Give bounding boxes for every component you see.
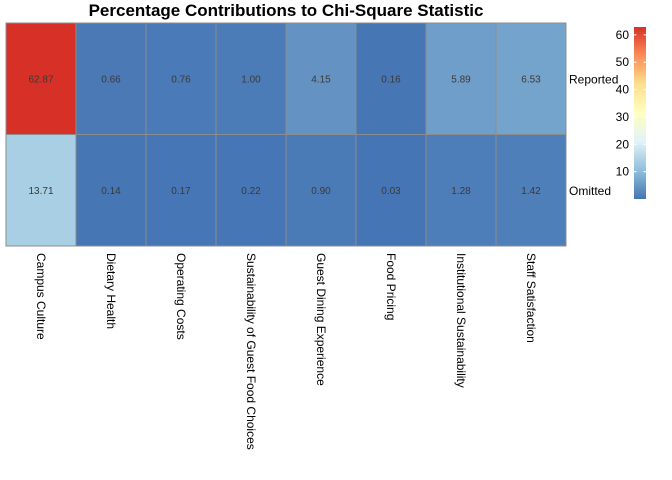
cell-value-label: 4.15	[311, 74, 331, 85]
cell-value-label: 0.03	[381, 186, 401, 197]
column-labels: Campus Culture Dietary Health Operating Co…	[34, 253, 538, 450]
cell-value-label: 62.87	[28, 74, 53, 85]
heatmap-cell	[285, 22, 357, 135]
legend-colorbar	[634, 27, 646, 199]
cell-value-label: 0.14	[101, 186, 121, 197]
cell-value-label: 0.90	[311, 186, 331, 197]
cell-value-label: 1.00	[241, 74, 261, 85]
legend-tick-label: 10	[616, 165, 630, 179]
heatmap-cell	[495, 22, 567, 135]
column-label: Food Pricing	[384, 253, 398, 320]
heatmap-cell	[425, 134, 497, 247]
column-label: Staff Satisfaction	[524, 253, 538, 343]
column-label: Campus Culture	[34, 253, 48, 340]
heatmap-cells	[5, 22, 567, 247]
column-label: Operating Costs	[174, 253, 188, 340]
chart-title: Percentage Contributions to Chi-Square S…	[89, 1, 484, 20]
heatmap-cell-labels: 62.87 0.66 0.76 1.00 4.15 0.16 5.89 6.53 13.71 0.…	[28, 74, 541, 197]
heatmap-cell	[355, 22, 427, 135]
legend-tick-label: 40	[616, 83, 630, 97]
cell-value-label: 0.76	[171, 74, 191, 85]
heatmap-cell	[285, 134, 357, 247]
row-labels: Reported Omitted	[569, 72, 618, 198]
color-legend: 10 20 30 40 50 60	[616, 27, 646, 199]
legend-tick-label: 50	[616, 55, 630, 69]
cell-value-label: 0.16	[381, 74, 401, 85]
cell-value-label: 1.42	[521, 186, 541, 197]
cell-value-label: 0.66	[101, 74, 121, 85]
legend-tick-label: 20	[616, 137, 630, 151]
cell-value-label: 0.22	[241, 186, 261, 197]
heatmap-cell	[145, 22, 217, 135]
column-label: Guest Dining Experience	[314, 253, 328, 386]
column-label: Institutional Sustainability	[454, 253, 468, 388]
heatmap-cell	[75, 134, 147, 247]
column-label: Dietary Health	[104, 253, 118, 329]
cell-value-label: 0.17	[171, 186, 191, 197]
cell-value-label: 13.71	[28, 186, 53, 197]
cell-value-label: 1.28	[451, 186, 471, 197]
heatmap-cell	[5, 22, 77, 135]
row-label: Reported	[569, 72, 618, 86]
legend-tick-label: 30	[616, 110, 630, 124]
cell-value-label: 6.53	[521, 74, 541, 85]
column-label: Sustainability of Guest Food Choices	[244, 253, 258, 450]
heatmap-cell	[5, 134, 77, 247]
legend-tick-label: 60	[616, 28, 630, 42]
heatmap-cell	[215, 134, 287, 247]
heatmap-cell	[495, 134, 567, 247]
row-label: Omitted	[569, 184, 611, 198]
cell-value-label: 5.89	[451, 74, 471, 85]
heatmap-cell	[215, 22, 287, 135]
heatmap-cell	[75, 22, 147, 135]
heatmap-cell	[355, 134, 427, 247]
